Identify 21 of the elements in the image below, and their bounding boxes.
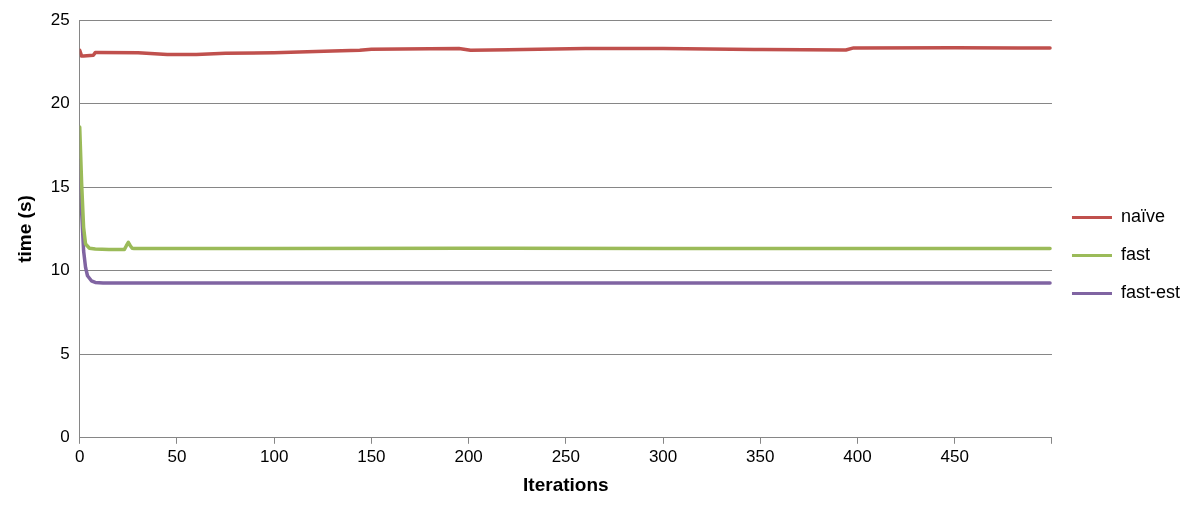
x-tick-label: 0: [74, 446, 85, 466]
legend-label: fast: [1120, 244, 1150, 265]
y-tick-label: 0: [60, 427, 70, 447]
legend-label: fast-est: [1120, 282, 1181, 303]
x-tick-label: 400: [843, 446, 872, 466]
x-tick-label: 250: [551, 446, 581, 466]
y-axis-title: time (s): [13, 195, 35, 263]
x-tick-label: 100: [259, 446, 289, 466]
x-tick-label: 50: [167, 446, 187, 466]
x-tick-label: 150: [357, 446, 386, 466]
y-tick-label: 25: [50, 9, 70, 29]
legend-label: naïve: [1120, 206, 1166, 227]
x-tick-label: 200: [454, 446, 483, 466]
x-tick-label: 450: [940, 446, 969, 466]
x-tick-label: 350: [746, 446, 775, 466]
y-tick-label: 20: [50, 93, 70, 113]
y-tick-label: 10: [50, 260, 70, 280]
x-axis-title: Iterations: [523, 473, 609, 495]
y-tick-label: 5: [60, 343, 70, 363]
y-tick-label: 15: [50, 176, 70, 196]
x-tick-label: 300: [648, 446, 678, 466]
